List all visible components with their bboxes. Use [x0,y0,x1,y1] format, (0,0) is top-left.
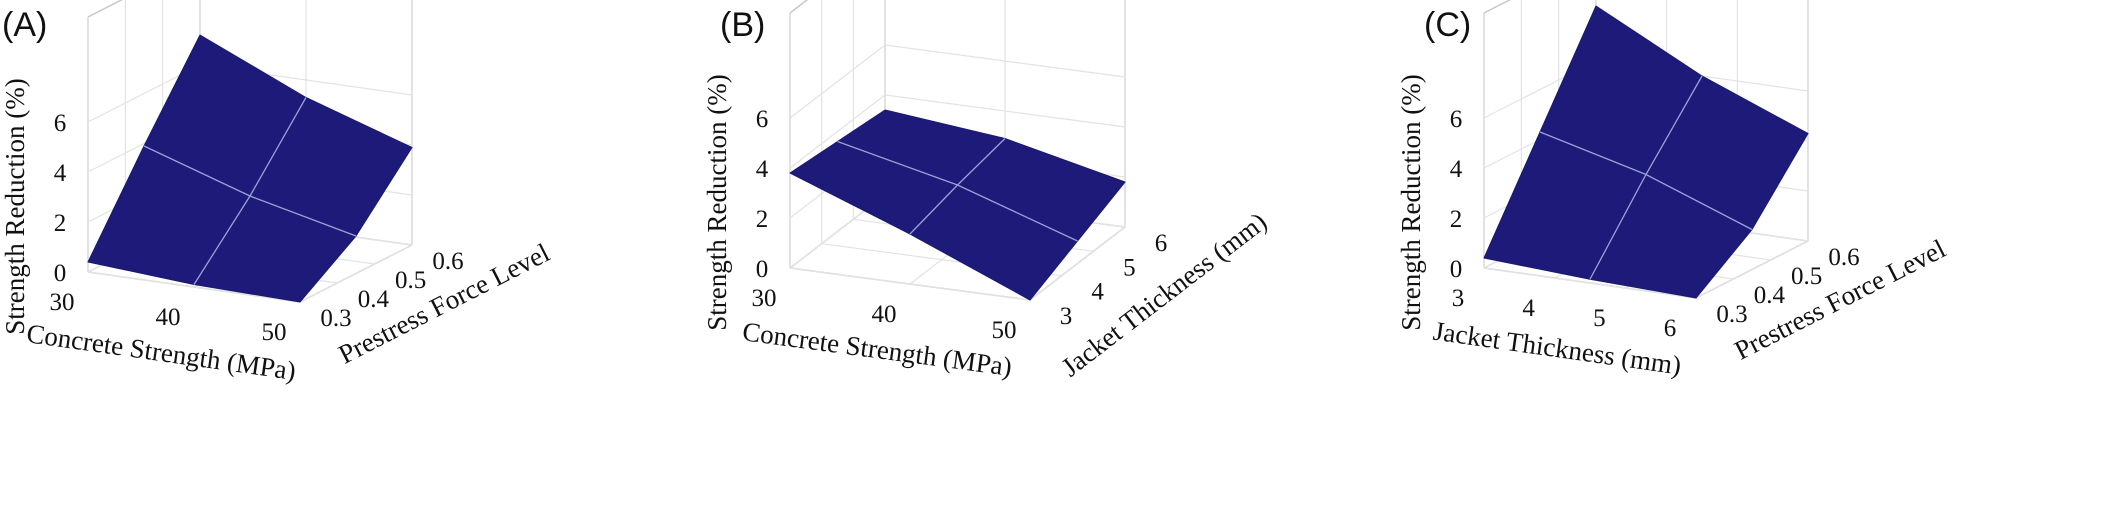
x-axis-title: Jacket Thickness (mm) [1431,316,1683,381]
y-tick-label: 0.3 [1716,301,1747,328]
z-axis-title: Strength Reduction (%) [0,78,30,334]
y-tick-label: 0.6 [432,248,463,275]
chart-panel-1: (A) 0 2 4 6 30 40 50 0.3 0.40.50.6 Strength Reduct… [0,0,554,386]
z-tick-label: 6 [1450,106,1463,133]
x-tick-label: 3 [1452,285,1465,312]
top-edge [87,0,124,18]
x-tick-label: 6 [1664,315,1677,342]
x-tick-label: 30 [752,285,777,312]
y-tick-label: 0.6 [1828,244,1859,271]
panel-label: (C) [1424,6,1471,44]
y-floor-gridline [789,267,1031,301]
z-tick-label: 4 [1450,156,1463,183]
y-tick-label: 0.4 [358,286,390,313]
chart-panel-3: (C) 0 2 4 6 3 4 5 6 0.3 0.40.50.6 Strength Reductio… [1396,0,1950,381]
z-gridline [789,94,886,169]
tick-labels: 0 2 4 6 3 4 5 6 0.3 0.40.50.6 [1450,106,1860,342]
mesh-line [143,145,357,237]
z-tick-label: 0 [54,260,67,287]
z-tick-label: 4 [54,160,67,187]
y-tick-label: 4 [1091,279,1104,306]
y-tick-label: 0.5 [1791,263,1822,290]
panel-label: (A) [2,6,47,44]
y-tick-label: 0.4 [1754,282,1786,309]
z-axis-title: Strength Reduction (%) [702,74,732,330]
y-tick-label: 5 [1123,254,1136,281]
x-tick-label: 5 [1593,305,1606,332]
y-floor-gridline [87,271,301,303]
surface [87,34,413,303]
x-tick-label: 40 [872,301,897,328]
top-edge [1483,0,1512,14]
z-tick-label: 4 [756,156,769,183]
y-floor-gridline [1483,267,1697,299]
x-tick-label: 50 [262,319,287,346]
x-floor-gridline [1695,240,1809,299]
surface [789,109,1126,301]
panel-label: (B) [720,6,765,44]
mesh-line [837,140,1078,242]
z-tick-label: 6 [54,110,67,137]
z-gridline [789,44,886,119]
y-tick-label: 0.5 [395,267,426,294]
top-edge [789,0,809,14]
x-tick-label: 30 [50,289,75,316]
mesh-line [1539,131,1753,231]
tick-labels: 0 2 4 6 30 40 50 0.3 0.40.50.6 [50,110,464,346]
z-axis-title: Strength Reduction (%) [1396,74,1426,330]
y-tick-label: 6 [1155,230,1168,257]
y-tick-label: 0.3 [320,305,351,332]
y-tick-label: 3 [1060,303,1073,330]
x-floor-gridline [1029,226,1126,301]
x-tick-label: 50 [992,317,1017,344]
x-tick-label: 4 [1522,295,1535,322]
z-tick-label: 0 [756,256,769,283]
surface [1483,5,1809,299]
x-floor-gridline [299,244,413,303]
z-tick-label: 2 [1450,206,1463,233]
z-tick-label: 6 [756,106,769,133]
z-tick-label: 2 [756,206,769,233]
z-tick-label: 0 [1450,256,1463,283]
z-tick-label: 2 [54,210,67,237]
x-tick-label: 40 [156,304,181,331]
